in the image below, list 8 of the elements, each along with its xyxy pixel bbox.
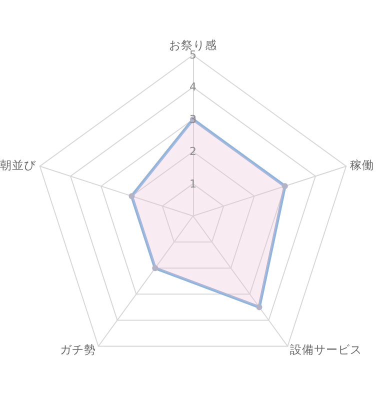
spoke-label: 朝並び — [0, 158, 38, 172]
spoke-label: ガチ勢 — [60, 342, 96, 356]
y-tick-label: 4 — [190, 80, 196, 94]
y-tick-label: 2 — [190, 145, 196, 158]
spoke-label: 稼働 — [350, 158, 374, 172]
y-tick-label: 3 — [190, 112, 196, 126]
y-tick-label: 1 — [190, 177, 196, 190]
spoke-label: 設備サービス — [290, 342, 362, 356]
